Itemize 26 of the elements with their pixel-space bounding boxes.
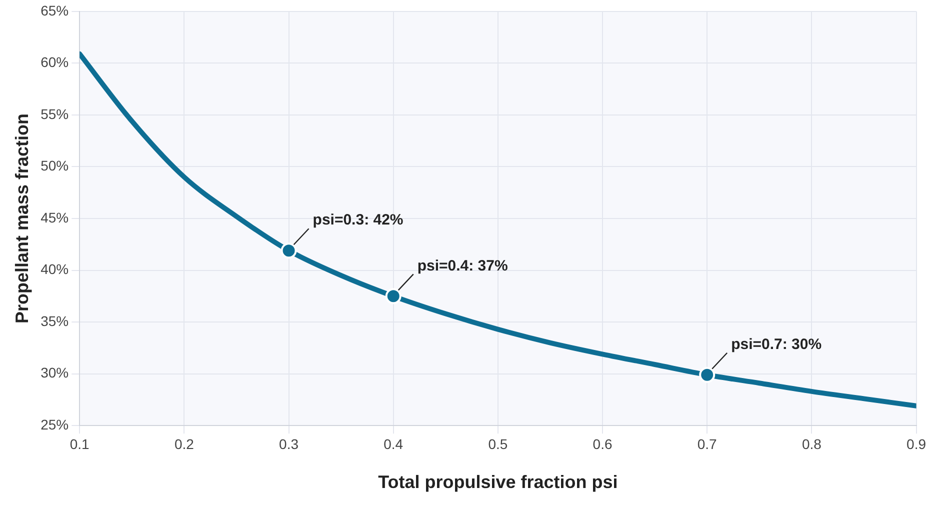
x-tick-label: 0.4 xyxy=(384,436,404,452)
x-axis-title: Total propulsive fraction psi xyxy=(378,472,618,492)
x-tick-label: 0.5 xyxy=(488,436,508,452)
x-tick-label: 0.8 xyxy=(802,436,822,452)
y-tick-label: 30% xyxy=(40,364,69,381)
x-tick-label: 0.3 xyxy=(279,436,299,452)
x-tick-label: 0.1 xyxy=(70,436,90,452)
x-tick-label: 0.9 xyxy=(906,436,926,452)
x-tick-label: 0.7 xyxy=(697,436,718,452)
x-tick-label: 0.2 xyxy=(174,436,194,452)
y-axis-title: Propellant mass fraction xyxy=(12,113,32,324)
point xyxy=(699,366,716,383)
y-tick-label: 45% xyxy=(40,209,69,226)
point xyxy=(280,242,297,259)
annotation: psi=0.7: 30% xyxy=(731,336,822,353)
annotation: psi=0.3: 42% xyxy=(312,212,404,229)
y-tick-label: 40% xyxy=(40,261,69,278)
x-tick-label: 0.6 xyxy=(592,436,612,452)
y-tick-label: 65% xyxy=(40,2,69,18)
y-tick-label: 35% xyxy=(40,312,69,329)
y-tick-label: 50% xyxy=(40,158,69,174)
y-tick-label: 55% xyxy=(40,106,69,122)
annotation: psi=0.4: 37% xyxy=(417,257,508,274)
y-tick-label: 60% xyxy=(40,54,69,70)
point xyxy=(385,288,402,304)
y-tick-label: 25% xyxy=(40,416,69,432)
